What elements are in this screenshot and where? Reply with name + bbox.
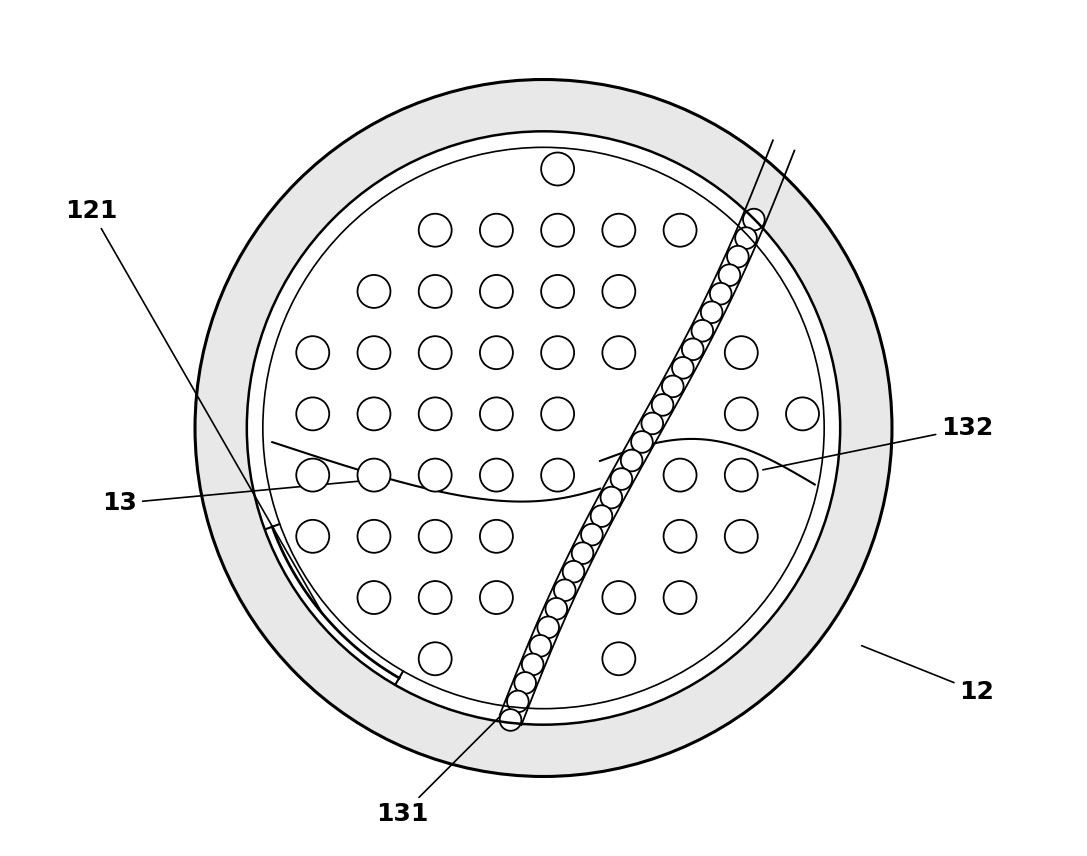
Circle shape — [563, 561, 585, 583]
Circle shape — [358, 275, 390, 308]
Circle shape — [358, 459, 390, 491]
Circle shape — [480, 214, 513, 247]
Circle shape — [297, 520, 329, 553]
Circle shape — [672, 357, 694, 378]
Circle shape — [480, 459, 513, 491]
Circle shape — [541, 152, 574, 186]
Circle shape — [514, 672, 536, 693]
Circle shape — [541, 275, 574, 308]
Circle shape — [541, 336, 574, 369]
Circle shape — [297, 336, 329, 369]
Circle shape — [572, 543, 594, 564]
Circle shape — [725, 397, 758, 431]
Circle shape — [418, 459, 452, 491]
Circle shape — [418, 581, 452, 614]
Circle shape — [590, 505, 612, 527]
Circle shape — [602, 214, 635, 247]
Circle shape — [786, 397, 819, 431]
Circle shape — [358, 397, 390, 431]
Circle shape — [602, 581, 635, 614]
Circle shape — [554, 580, 576, 601]
Circle shape — [632, 431, 653, 453]
Circle shape — [541, 459, 574, 491]
Circle shape — [582, 524, 602, 545]
Circle shape — [663, 581, 697, 614]
Circle shape — [602, 642, 635, 675]
Circle shape — [358, 520, 390, 553]
Circle shape — [735, 228, 757, 249]
Circle shape — [358, 581, 390, 614]
Circle shape — [418, 520, 452, 553]
Text: 132: 132 — [763, 416, 994, 470]
Circle shape — [541, 214, 574, 247]
Circle shape — [418, 642, 452, 675]
Circle shape — [663, 459, 697, 491]
Circle shape — [263, 147, 824, 709]
Circle shape — [691, 320, 713, 342]
Circle shape — [701, 301, 723, 323]
Circle shape — [480, 581, 513, 614]
Circle shape — [297, 397, 329, 431]
Circle shape — [480, 397, 513, 431]
Circle shape — [641, 413, 663, 434]
Circle shape — [725, 336, 758, 369]
Text: 121: 121 — [65, 199, 321, 611]
Circle shape — [725, 520, 758, 553]
Circle shape — [725, 459, 758, 491]
Circle shape — [480, 275, 513, 308]
Circle shape — [418, 336, 452, 369]
Circle shape — [710, 282, 732, 305]
Circle shape — [507, 691, 528, 712]
Circle shape — [522, 653, 544, 675]
Circle shape — [621, 449, 642, 472]
Text: 12: 12 — [862, 645, 995, 704]
Circle shape — [744, 209, 765, 230]
Circle shape — [727, 246, 749, 267]
Circle shape — [480, 520, 513, 553]
Text: 13: 13 — [102, 480, 371, 515]
Circle shape — [529, 635, 551, 657]
Circle shape — [682, 338, 703, 360]
Circle shape — [611, 468, 633, 490]
Circle shape — [663, 214, 697, 247]
Circle shape — [663, 520, 697, 553]
Circle shape — [537, 616, 559, 638]
Circle shape — [418, 275, 452, 308]
Circle shape — [500, 709, 522, 731]
Circle shape — [480, 336, 513, 369]
Circle shape — [247, 131, 840, 725]
Circle shape — [600, 487, 622, 508]
Circle shape — [418, 214, 452, 247]
Circle shape — [719, 265, 740, 286]
Circle shape — [662, 376, 684, 397]
Circle shape — [602, 275, 635, 308]
Circle shape — [546, 598, 567, 620]
Circle shape — [195, 80, 892, 776]
Text: 131: 131 — [376, 712, 504, 826]
Circle shape — [541, 397, 574, 431]
Circle shape — [358, 336, 390, 369]
Circle shape — [297, 459, 329, 491]
Circle shape — [602, 336, 635, 369]
Circle shape — [652, 394, 674, 416]
Circle shape — [418, 397, 452, 431]
